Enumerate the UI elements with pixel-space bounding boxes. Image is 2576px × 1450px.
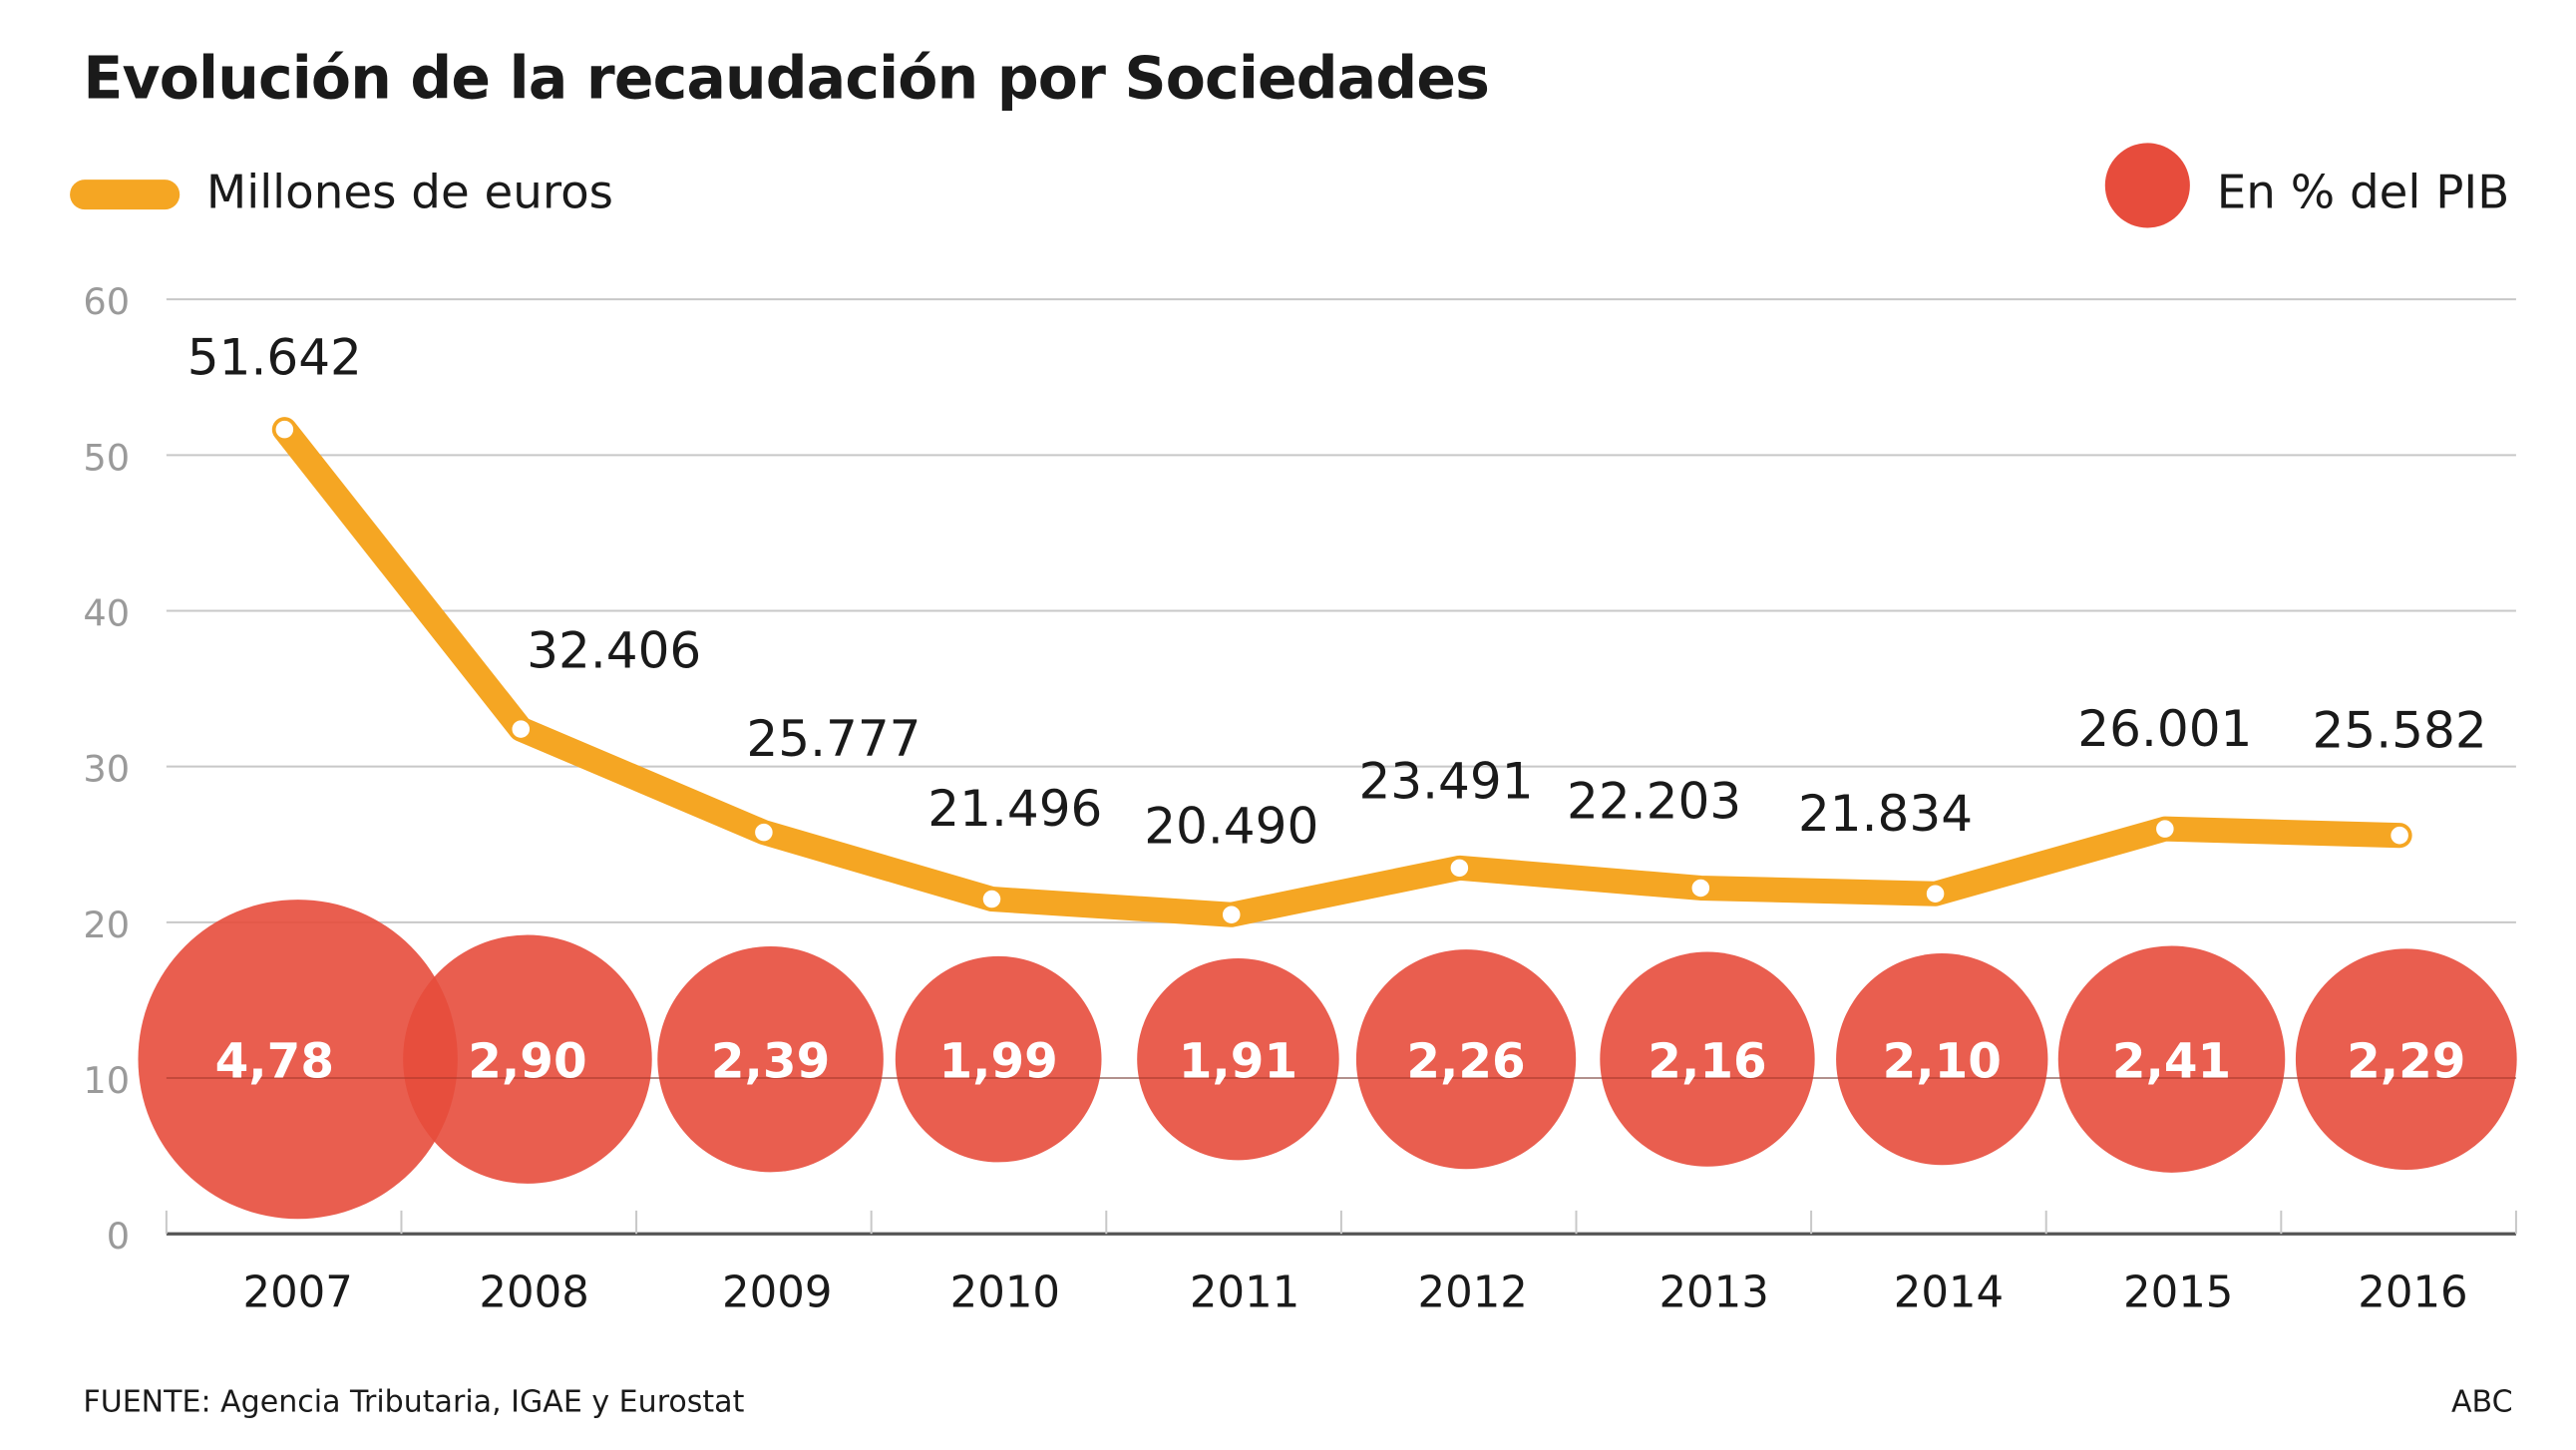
x-tick-label: 2009 [722, 1269, 832, 1318]
bubble-label: 2,90 [468, 1034, 586, 1090]
line-data-label: 20.490 [1144, 798, 1318, 856]
y-tick-label: 40 [83, 592, 130, 635]
bubble [1137, 957, 1339, 1161]
bubble [2057, 945, 2286, 1173]
chart-title: Evolución de la recaudación por Sociedad… [83, 46, 1490, 114]
bubble [1600, 951, 1815, 1167]
line-point [1689, 877, 1712, 900]
line-data-label: 25.582 [2313, 701, 2487, 759]
y-tick-label: 30 [83, 748, 130, 791]
bubble [403, 934, 652, 1184]
line-data-label: 22.203 [1567, 772, 1741, 830]
line-data-label: 26.001 [2077, 700, 2252, 758]
y-tick-label: 60 [83, 280, 130, 323]
x-tick-label: 2013 [1658, 1269, 1768, 1318]
legend-line-swatch [70, 180, 181, 210]
legend-bubble-label: En % del PIB [2216, 165, 2510, 220]
line-point [1924, 882, 1947, 906]
line-data-label: 23.491 [1358, 752, 1533, 810]
bubble-label: 2,41 [2112, 1034, 2231, 1090]
line-point [510, 717, 533, 741]
revenue-line [271, 417, 2412, 927]
x-tick-label: 2008 [479, 1269, 588, 1318]
bubble-label: 1,91 [1179, 1034, 1297, 1090]
bubble-label: 2,10 [1883, 1034, 2002, 1090]
x-tick-label: 2014 [1894, 1269, 2004, 1318]
line-point [980, 888, 1003, 910]
line-data-label: 25.777 [746, 710, 920, 768]
bubble-label: 1,99 [938, 1034, 1057, 1090]
x-tick-label: 2015 [2123, 1269, 2233, 1318]
x-tick-label: 2016 [2358, 1269, 2467, 1318]
line-point [1220, 903, 1244, 926]
bubble-label: 4,78 [215, 1034, 334, 1090]
source-note: FUENTE: Agencia Tributaria, IGAE y Euros… [83, 1384, 745, 1420]
line-data-label: 21.496 [927, 780, 1102, 838]
line-point [273, 418, 296, 441]
x-tick-label: 2012 [1418, 1269, 1528, 1318]
bubble-label: 2,16 [1648, 1034, 1766, 1090]
line-data-label: 51.642 [187, 329, 362, 387]
line-point [752, 821, 776, 844]
x-tick-label: 2007 [242, 1269, 352, 1318]
y-tick-label: 20 [83, 904, 130, 946]
bubble [1355, 949, 1577, 1170]
line-point [2388, 824, 2411, 847]
bubble [895, 955, 1102, 1163]
line-data-label: 21.834 [1798, 785, 1973, 843]
credit: ABC [2450, 1384, 2513, 1420]
y-tick-label: 10 [83, 1059, 130, 1102]
bubble [138, 900, 458, 1220]
bubble [657, 945, 884, 1173]
bubble-label: 2,39 [711, 1034, 830, 1090]
bubble-label: 2,26 [1406, 1034, 1525, 1090]
line-point [1448, 857, 1471, 880]
x-tick-label: 2011 [1190, 1269, 1299, 1318]
line-data-label: 32.406 [527, 621, 701, 679]
y-tick-label: 0 [107, 1215, 130, 1258]
legend-bubble-swatch [2104, 143, 2190, 228]
x-tick-label: 2010 [950, 1269, 1060, 1318]
line-point [2153, 817, 2177, 841]
legend-line-label: Millones de euros [205, 165, 614, 220]
y-tick-label: 50 [83, 436, 130, 479]
bubble [2295, 948, 2517, 1170]
bubble-label: 2,29 [2347, 1034, 2465, 1090]
bubble [1836, 953, 2048, 1166]
